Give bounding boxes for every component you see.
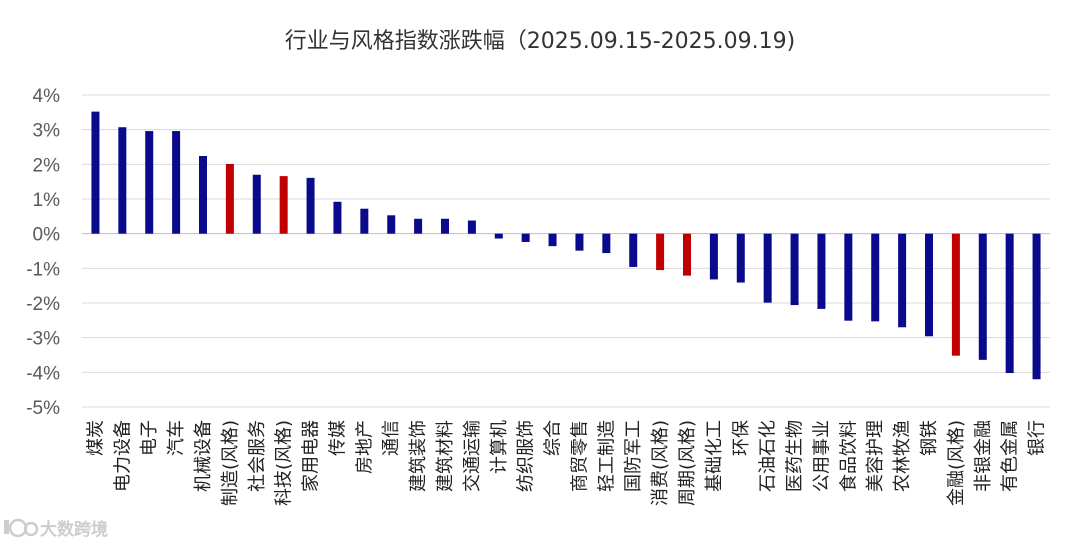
x-tick-label: 钢铁	[919, 420, 940, 456]
bar	[387, 215, 396, 234]
x-tick-label: 纺织服饰	[516, 420, 537, 492]
bar	[629, 233, 638, 267]
bar	[172, 131, 181, 234]
bar	[709, 233, 718, 280]
x-tick-label: 汽车	[166, 420, 187, 456]
bar	[225, 163, 234, 234]
x-tick-label: 建筑材料	[435, 420, 456, 492]
x-tick-label: 综合	[543, 420, 564, 456]
y-tick-label: 2%	[33, 155, 61, 176]
x-tick-label: 商贸零售	[569, 420, 590, 492]
x-tick-label: 计算机	[489, 420, 510, 474]
bar	[441, 218, 449, 234]
x-tick-label: 社会服务	[247, 420, 268, 492]
bar	[199, 156, 207, 234]
x-tick-label: 建筑装饰	[408, 420, 429, 492]
x-tick-label: 交通运输	[462, 420, 483, 492]
gridlines	[82, 94, 1050, 408]
x-tick-label: 金融(风格)	[946, 420, 967, 506]
bar	[736, 233, 745, 283]
bar	[575, 233, 584, 251]
x-tick-label: 周期(风格)	[677, 420, 698, 506]
x-tick-label: 电子	[139, 420, 160, 456]
bar	[145, 131, 154, 234]
watermark-text: 大数跨境	[40, 519, 108, 540]
x-tick-label: 科技(风格)	[274, 420, 295, 506]
x-tick-label: 公用事业	[811, 420, 832, 492]
bar	[817, 233, 826, 309]
x-tick-label: 消费(风格)	[650, 420, 671, 506]
y-tick-label: -5%	[26, 398, 60, 419]
y-tick-label: 1%	[33, 190, 61, 211]
bar	[91, 111, 100, 234]
x-tick-label: 煤炭	[85, 420, 106, 456]
bar	[763, 233, 772, 303]
bar	[683, 233, 691, 276]
bar	[118, 127, 127, 234]
y-axis-ticks: 4% 3% 2% 1% 0% -1% -2% -3% -4% -5%	[26, 86, 60, 419]
bars	[91, 111, 1041, 380]
bar	[521, 233, 530, 242]
bar	[548, 233, 557, 247]
bar	[951, 233, 960, 356]
x-tick-label: 制造(风格)	[220, 420, 241, 506]
bar	[898, 233, 907, 328]
x-tick-label: 国防军工	[623, 420, 644, 492]
x-tick-label: 石油石化	[758, 420, 779, 492]
x-tick-label: 美容护理	[865, 420, 886, 492]
watermark-logo-icon	[4, 518, 39, 538]
bar	[1005, 233, 1014, 374]
y-tick-label: 4%	[33, 86, 61, 107]
bar	[656, 233, 665, 271]
x-tick-label: 农林牧渔	[892, 420, 913, 492]
x-tick-label: 银行	[1027, 420, 1048, 456]
x-tick-label: 家用电器	[301, 420, 322, 492]
bar	[978, 233, 987, 360]
x-tick-label: 房地产	[354, 420, 375, 474]
bar	[414, 218, 423, 234]
x-tick-label: 机械设备	[193, 420, 214, 492]
x-tick-label: 电力设备	[112, 420, 133, 492]
bar	[1032, 233, 1041, 380]
x-tick-label: 轻工制造	[596, 420, 617, 492]
x-tick-label: 有色金属	[1000, 420, 1021, 492]
bar	[925, 233, 933, 337]
x-tick-label: 环保	[731, 420, 752, 456]
x-tick-label: 食品饮料	[838, 420, 859, 492]
x-tick-label: 通信	[381, 420, 402, 456]
bar	[252, 174, 261, 234]
x-tick-label: 医药生物	[785, 420, 806, 492]
bar	[790, 233, 799, 306]
y-tick-label: -1%	[26, 259, 60, 280]
watermark: 大数跨境	[4, 518, 108, 540]
chart-title: 行业与风格指数涨跌幅（2025.09.15-2025.09.19)	[285, 29, 795, 54]
bar	[333, 201, 342, 234]
y-tick-label: 0%	[33, 225, 61, 246]
x-tick-label: 传媒	[327, 420, 348, 456]
y-tick-label: -3%	[26, 329, 60, 350]
x-tick-label: 基础化工	[704, 420, 725, 492]
bar	[467, 220, 476, 234]
bar	[844, 233, 853, 321]
bar	[306, 177, 315, 234]
bar	[279, 176, 288, 234]
bar	[494, 233, 503, 239]
bar	[602, 233, 611, 254]
y-tick-label: -2%	[26, 294, 60, 315]
x-tick-label: 非银金融	[973, 420, 994, 492]
y-tick-label: 3%	[33, 121, 61, 142]
bar	[871, 233, 880, 322]
bar	[360, 208, 369, 234]
y-tick-label: -4%	[26, 363, 60, 384]
x-axis-ticks: 煤炭 电力设备 电子 汽车 机械设备 制造(风格) 社会服务 科技(风格) 家用电器 传媒 房地产通…	[85, 420, 1047, 506]
